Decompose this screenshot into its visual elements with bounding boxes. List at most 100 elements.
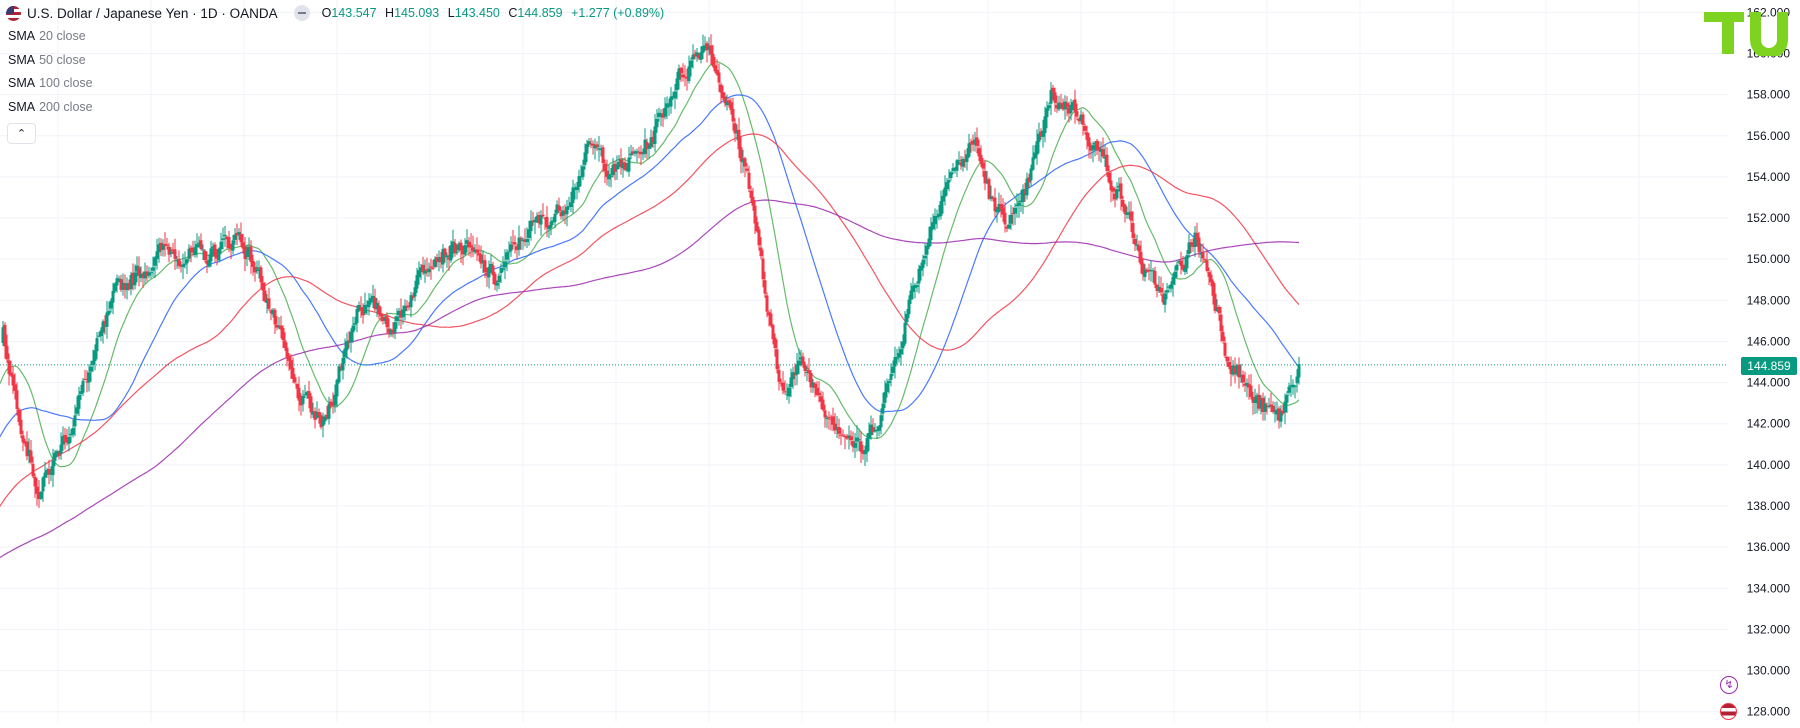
candle-body xyxy=(1147,269,1151,271)
candle-body xyxy=(253,266,257,273)
candle-body xyxy=(593,145,597,149)
candle-body xyxy=(561,210,565,216)
y-tick-label: 136.000 xyxy=(1747,540,1791,554)
candle-body xyxy=(681,74,685,78)
candle-body xyxy=(1093,142,1097,145)
candle-body xyxy=(149,272,153,274)
legend-sma-200[interactable]: SMA 200 close xyxy=(8,100,93,114)
candle-body xyxy=(1213,293,1217,311)
candle-body xyxy=(229,246,233,249)
candle-body xyxy=(1023,191,1027,194)
candle-body xyxy=(1059,103,1063,105)
candle-body xyxy=(507,251,511,253)
candle-body xyxy=(889,373,893,380)
candle-body xyxy=(1111,187,1115,192)
candle-body xyxy=(935,216,939,218)
candle-body xyxy=(739,147,743,162)
candle-body xyxy=(183,263,187,265)
candle-body xyxy=(353,323,357,325)
candle-body xyxy=(175,260,179,262)
candle-body xyxy=(1245,382,1249,387)
candle-body xyxy=(733,123,737,134)
candle-body xyxy=(405,306,409,308)
candle-body xyxy=(1287,386,1291,393)
candle-body xyxy=(635,151,639,153)
candle-body xyxy=(257,267,261,269)
candle-body xyxy=(373,297,377,310)
candle-body xyxy=(293,377,297,383)
candle-body xyxy=(1153,270,1157,285)
candle-body xyxy=(559,212,563,217)
candle-body xyxy=(637,152,641,154)
candle-body xyxy=(925,245,929,255)
candle-body xyxy=(419,267,423,273)
candle-body xyxy=(283,340,287,349)
candle-body xyxy=(857,439,861,441)
candle-body xyxy=(883,391,887,403)
legend-sma-20[interactable]: SMA 20 close xyxy=(8,29,86,43)
candle-body xyxy=(905,313,909,323)
change-value: +1.277 (+0.89%) xyxy=(571,6,665,20)
candle-body xyxy=(245,250,249,257)
candle-body xyxy=(1229,366,1233,374)
candle-body xyxy=(381,316,385,321)
candle-body xyxy=(1167,286,1171,288)
candle-body xyxy=(1007,224,1011,229)
candle-body xyxy=(539,215,543,225)
candle-body xyxy=(1275,409,1279,415)
lightning-icon[interactable]: ↯ xyxy=(1720,676,1738,694)
candle-body xyxy=(441,248,445,265)
candle-body xyxy=(109,300,113,309)
candle-body xyxy=(827,416,831,418)
candle-body xyxy=(785,394,789,396)
candle-body xyxy=(221,238,225,240)
candle-body xyxy=(747,172,751,189)
candle-body xyxy=(5,345,9,360)
candle-body xyxy=(123,283,127,290)
candle-body xyxy=(195,244,199,248)
legend-sma-50[interactable]: SMA 50 close xyxy=(8,53,86,67)
legend-sma-100[interactable]: SMA 100 close xyxy=(8,76,93,90)
candle-body xyxy=(703,45,707,48)
candle-body xyxy=(1063,101,1067,110)
candle-body xyxy=(937,213,941,217)
candle-body xyxy=(411,296,415,298)
candle-body xyxy=(527,229,531,238)
candle-body xyxy=(45,470,49,474)
candle-body xyxy=(39,491,43,499)
candle-body xyxy=(1207,272,1211,277)
candle-body xyxy=(147,272,151,276)
candle-body xyxy=(1189,242,1193,244)
y-tick-label: 146.000 xyxy=(1747,334,1791,348)
candle-body xyxy=(1089,146,1093,151)
candle-body xyxy=(1081,114,1085,125)
sma-line-200 xyxy=(0,199,1300,559)
logo-u xyxy=(1750,12,1788,56)
market-status-icon[interactable] xyxy=(293,5,310,21)
candle-body xyxy=(187,248,191,259)
candle-body xyxy=(1169,284,1173,289)
candle-body xyxy=(75,407,79,414)
candle-body xyxy=(835,427,839,429)
candle-body xyxy=(311,411,315,415)
candle-body xyxy=(389,329,393,335)
candle-body xyxy=(893,356,897,367)
candle-body xyxy=(993,197,997,212)
us-flag-icon[interactable] xyxy=(1720,703,1737,720)
candle-body xyxy=(813,383,817,388)
symbol-title[interactable]: U.S. Dollar / Japanese Yen · 1D · OANDA xyxy=(27,5,278,21)
candle-body xyxy=(947,180,951,183)
candle-body xyxy=(1097,147,1101,151)
collapse-legend-button[interactable]: ⌃ xyxy=(7,123,36,144)
candle-body xyxy=(861,450,865,454)
candle-body xyxy=(103,320,107,325)
candle-body xyxy=(983,171,987,184)
y-tick-label: 128.000 xyxy=(1747,705,1791,719)
candle-body xyxy=(1269,404,1273,407)
candle-body xyxy=(53,452,57,461)
candle-body xyxy=(783,391,787,393)
candle-body xyxy=(885,383,889,392)
candle-body xyxy=(21,435,25,443)
candle-body xyxy=(1127,212,1131,214)
